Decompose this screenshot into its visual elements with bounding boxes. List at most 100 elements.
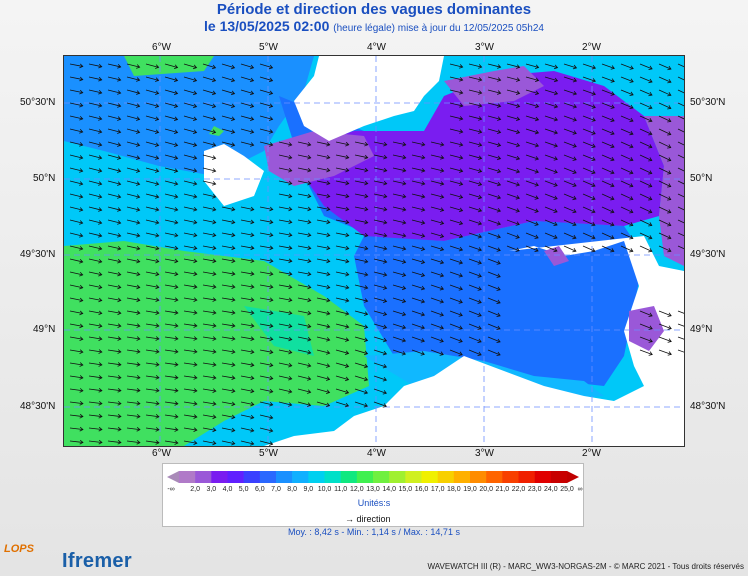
direction-arrow (107, 141, 122, 147)
direction-arrow (278, 193, 293, 199)
direction-arrow (183, 401, 198, 406)
direction-arrow (392, 245, 407, 251)
direction-arrow (373, 167, 388, 173)
direction-arrow (449, 102, 464, 108)
direction-arrow (658, 310, 672, 317)
direction-arrow (677, 219, 684, 226)
direction-arrow (468, 63, 483, 69)
map-date-line: le 13/05/2025 02:00 (heure légale) mise … (0, 18, 748, 34)
direction-arrow (107, 400, 122, 406)
direction-arrow (525, 193, 539, 200)
direction-arrow (259, 219, 274, 225)
direction-arrow (639, 193, 653, 201)
direction-arrow (221, 258, 236, 264)
direction-arrow (544, 180, 558, 187)
direction-arrow (468, 89, 483, 95)
direction-arrow (354, 388, 369, 395)
direction-arrow (449, 310, 463, 317)
colorbar-label: 23,0 (527, 486, 542, 493)
direction-arrow (639, 167, 653, 175)
direction-arrow (544, 141, 558, 148)
colorbar-swatch (308, 471, 325, 483)
direction-arrow (373, 271, 388, 277)
direction-arrow (411, 206, 426, 212)
direction-arrow (487, 102, 502, 108)
direction-arrow (487, 336, 501, 344)
direction-arrow (525, 219, 539, 226)
direction-arrow (658, 219, 672, 227)
direction-arrow (221, 414, 236, 420)
direction-arrow (183, 180, 198, 186)
direction-arrow (259, 141, 274, 147)
direction-arrow (69, 232, 84, 238)
colorbar-label: 18,0 (447, 486, 461, 493)
direction-arrow (240, 89, 255, 96)
direction-arrow (335, 154, 350, 160)
direction-arrow (202, 388, 217, 393)
direction-arrow (411, 232, 426, 238)
bottom-tick-2w: 2°W (582, 448, 601, 459)
direction-arrow (563, 102, 577, 109)
direction-arrow (449, 128, 464, 134)
direction-arrow (240, 206, 255, 212)
direction-arrow (107, 180, 122, 186)
direction-arrow (88, 206, 103, 212)
direction-arrow (449, 76, 464, 82)
direction-arrow (335, 167, 350, 173)
direction-arrow (525, 102, 540, 109)
direction-arrow (430, 219, 445, 225)
direction-arrow (126, 375, 141, 380)
direction-arrow (145, 297, 160, 303)
direction-arrow (107, 375, 122, 380)
direction-arrow (468, 180, 483, 187)
direction-arrow (202, 219, 217, 225)
right-tick-49-30: 49°30'N (690, 249, 726, 260)
direction-arrow (297, 323, 312, 329)
direction-arrow (202, 154, 217, 160)
direction-arrow (183, 349, 198, 354)
direction-arrow (69, 245, 84, 251)
direction-arrow (69, 388, 84, 393)
direction-arrow (544, 102, 559, 109)
direction-arrow (601, 63, 615, 70)
direction-arrow (202, 271, 217, 277)
direction-arrow (354, 232, 369, 238)
direction-arrow (164, 89, 179, 96)
direction-arrow (145, 336, 160, 341)
direction-arrow (449, 271, 463, 278)
direction-arrow (677, 76, 684, 83)
direction-arrow (221, 271, 236, 277)
direction-arrow (88, 271, 103, 277)
direction-arrow (335, 362, 350, 369)
direction-arrow (126, 128, 141, 134)
direction-arrow (221, 388, 236, 394)
direction-arrow (411, 154, 426, 160)
direction-arrow (202, 206, 217, 212)
direction-arrow (126, 400, 141, 406)
direction-arrow (107, 193, 122, 199)
direction-arrow (69, 219, 84, 225)
direction-arrow (202, 375, 217, 380)
direction-arrow (601, 245, 615, 253)
direction-arrow (88, 63, 103, 69)
direction-arrow (373, 375, 388, 382)
direction-arrow (69, 426, 84, 432)
direction-arrow (563, 115, 577, 122)
direction-arrow (69, 154, 84, 160)
direction-arrow (506, 115, 521, 122)
direction-arrow (164, 180, 179, 186)
direction-arrow (88, 400, 103, 406)
direction-arrow (88, 426, 103, 432)
direction-arrow (335, 284, 350, 290)
direction-arrow (240, 310, 255, 315)
direction-arrow (221, 310, 236, 315)
direction-arrow (240, 258, 255, 264)
direction-arrow (544, 76, 559, 83)
colorbar-label: 3,0 (206, 486, 217, 493)
direction-arrow (639, 128, 653, 136)
statistics-line: Moy. : 8,42 s - Min. : 1,14 s / Max. : 1… (288, 527, 460, 537)
direction-arrow (411, 219, 426, 225)
direction-arrow (183, 336, 198, 341)
direction-arrow (335, 141, 350, 147)
direction-arrow (430, 206, 445, 212)
